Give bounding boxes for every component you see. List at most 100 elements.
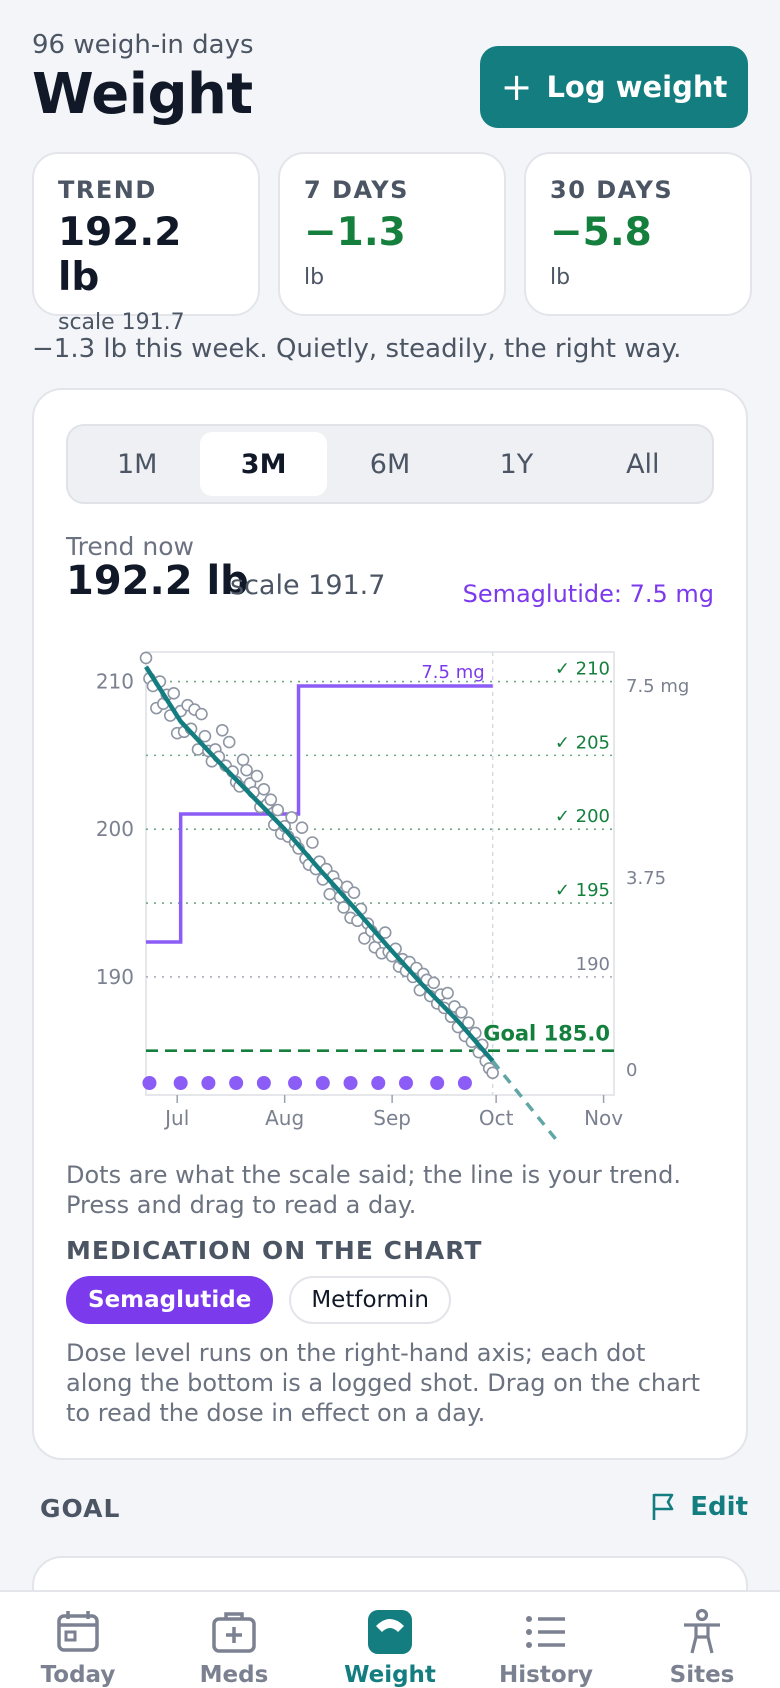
range-6m[interactable]: 6M xyxy=(369,448,411,480)
stat-value: −5.8 xyxy=(550,210,652,255)
stat-sub: scale 191.7 xyxy=(58,310,185,335)
scale-reading-dot xyxy=(323,887,337,901)
milestone-label: ✓ 205 xyxy=(555,732,610,753)
weight-chart[interactable]: ✓ 210 ✓ 205 ✓ 200 ✓ 195 190 210 200 190 7.5 mg 3.… xyxy=(66,640,716,1140)
range-selector: 1M 3M 6M 1Y All xyxy=(66,424,714,504)
dose-step-label: 7.5 mg xyxy=(421,662,484,683)
scale-reading-dot xyxy=(427,976,441,990)
scale-reading-dot xyxy=(250,769,264,783)
stat-card-7-days: 7 DAYS −1.3 lb xyxy=(278,152,506,316)
scale-reading-dot xyxy=(215,723,229,737)
scale-reading-dot xyxy=(441,986,454,1000)
chart-card: 1M 3M 6M 1Y All Trend now 192.2 lb scale… xyxy=(32,388,748,1460)
tab-sites[interactable]: Sites xyxy=(624,1592,780,1688)
stats-row: TREND 192.2 lb scale 191.7 7 DAYS −1.3 l… xyxy=(32,152,752,335)
chip-semaglutide[interactable]: Semaglutide xyxy=(66,1276,274,1324)
dose-tick-label: 3.75 xyxy=(626,868,666,889)
chart-gridlines xyxy=(145,651,615,1103)
shot-dot xyxy=(343,1076,358,1090)
shot-dot xyxy=(399,1076,413,1090)
tab-weight[interactable]: Weight xyxy=(312,1592,468,1688)
scale-reading-dot xyxy=(486,1066,499,1080)
shot-dot xyxy=(430,1076,445,1090)
range-3m[interactable]: 3M xyxy=(200,432,327,496)
y-tick-label: 200 xyxy=(96,817,134,841)
progress-message: −1.3 lb this week. Quietly, steadily, th… xyxy=(32,334,682,364)
scale-reading-dot xyxy=(240,763,253,777)
scale-reading-dot xyxy=(295,821,309,835)
tab-label: Weight xyxy=(344,1662,436,1688)
chart-note: Dots are what the scale said; the line i… xyxy=(66,1161,681,1219)
tab-label: Meds xyxy=(199,1662,269,1688)
shot-dot xyxy=(457,1076,472,1090)
scale-reading-dot xyxy=(455,1006,468,1019)
dose-tick-label: 7.5 mg xyxy=(626,676,689,697)
goal-edit-button[interactable]: Edit xyxy=(650,1492,748,1522)
current-dose-label: Semaglutide: 7.5 mg xyxy=(462,580,714,608)
medkit-icon xyxy=(212,1612,256,1653)
stat-label: 30 DAYS xyxy=(550,176,674,204)
tab-label: History xyxy=(499,1662,593,1688)
shot-dot xyxy=(371,1076,386,1090)
plus-icon: + xyxy=(500,65,533,109)
dose-tick-label: 0 xyxy=(626,1060,637,1081)
scale-reading-dot xyxy=(198,729,212,743)
tab-label: Sites xyxy=(669,1662,735,1688)
scale-reading-dot xyxy=(271,803,285,817)
stat-label: TREND xyxy=(58,176,157,204)
x-tick-label: Sep xyxy=(373,1106,411,1130)
log-weight-button[interactable]: + Log weight xyxy=(480,46,748,128)
range-1y[interactable]: 1Y xyxy=(499,448,534,480)
scale-reading-dot xyxy=(139,651,153,665)
x-tick-label: Jul xyxy=(163,1106,189,1130)
weigh-in-count: 96 weigh-in days xyxy=(32,30,254,60)
scale-icon xyxy=(368,1610,412,1654)
shot-dot xyxy=(173,1076,188,1090)
x-tick-label: Oct xyxy=(479,1106,514,1130)
scale-reading-dot xyxy=(236,753,250,767)
scale-reading-dot xyxy=(195,707,208,721)
stat-sub: lb xyxy=(550,265,571,290)
range-1m[interactable]: 1M xyxy=(116,448,158,480)
page-title: Weight xyxy=(32,62,253,127)
range-all[interactable]: All xyxy=(626,448,660,480)
shot-dot xyxy=(142,1076,157,1090)
stat-card-trend: TREND 192.2 lb scale 191.7 xyxy=(32,152,260,335)
y-tick-label: 190 xyxy=(96,965,134,989)
scale-reading-dot xyxy=(306,836,319,849)
plot-frame xyxy=(145,651,615,1096)
list-icon xyxy=(526,1616,565,1648)
shot-dot xyxy=(201,1076,216,1090)
trend-now-label: Trend now xyxy=(66,532,194,561)
shot-markers xyxy=(142,1076,472,1090)
y-tick-label: 210 xyxy=(96,670,134,694)
x-tick-label: Aug xyxy=(265,1106,304,1130)
scale-reading-dot xyxy=(378,926,392,939)
x-tick-label: Nov xyxy=(584,1106,623,1130)
milestone-label: ✓ 200 xyxy=(555,806,610,827)
flag-icon xyxy=(652,1493,674,1520)
scale-readings xyxy=(139,651,499,1080)
milestone-label: ✓ 210 xyxy=(555,659,610,680)
tab-history[interactable]: History xyxy=(468,1592,624,1688)
header: 96 weigh-in days Weight xyxy=(32,30,254,127)
tab-label: Today xyxy=(40,1662,116,1688)
body-icon xyxy=(684,1608,720,1654)
milestone-label: 190 xyxy=(576,954,610,975)
goal-heading: GOAL xyxy=(40,1494,121,1523)
stat-sub: lb xyxy=(304,265,325,290)
scale-reading-dot xyxy=(222,735,236,749)
scale-reading-dot xyxy=(462,1016,475,1029)
tab-today[interactable]: Today xyxy=(0,1592,156,1688)
milestone-label: ✓ 195 xyxy=(555,880,610,901)
goal-label: Goal 185.0 xyxy=(483,1022,610,1046)
chip-metformin[interactable]: Metformin xyxy=(289,1276,451,1324)
scale-reading-dot xyxy=(257,783,271,796)
stat-card-30-days: 30 DAYS −5.8 lb xyxy=(524,152,752,316)
stat-value: 192.2 lb xyxy=(58,210,182,300)
medication-heading: MEDICATION ON THE CHART xyxy=(66,1236,483,1265)
tab-meds[interactable]: Meds xyxy=(156,1592,312,1688)
trend-series xyxy=(144,665,559,1140)
trend-line xyxy=(144,665,495,1063)
dose-steps xyxy=(146,684,493,944)
